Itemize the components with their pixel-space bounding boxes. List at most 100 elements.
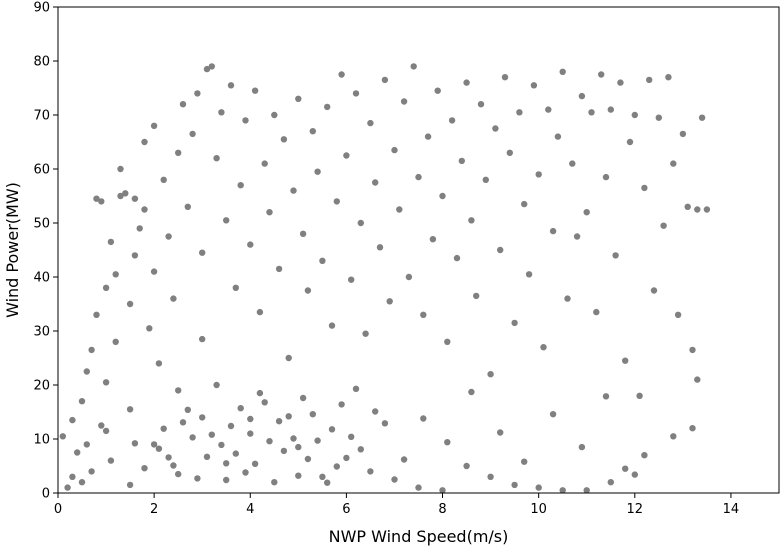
data-point [122, 190, 129, 197]
data-point [525, 271, 533, 278]
data-point [684, 203, 691, 210]
data-point [261, 399, 268, 406]
data-point [131, 440, 139, 447]
data-point [400, 98, 408, 105]
data-point [150, 122, 158, 129]
x-tick-label: 10 [530, 502, 547, 517]
data-point [372, 408, 379, 415]
data-point [78, 479, 86, 486]
data-point [213, 155, 220, 162]
data-point [573, 233, 581, 240]
data-point [386, 298, 393, 305]
x-tick-label: 12 [627, 502, 644, 517]
data-point [674, 311, 682, 318]
data-point [424, 133, 432, 140]
data-point [165, 233, 172, 240]
data-point [655, 114, 662, 121]
data-point [160, 425, 167, 432]
data-point [343, 454, 350, 462]
data-point [83, 368, 91, 375]
data-point [126, 300, 134, 308]
data-point [511, 319, 518, 327]
data-point [251, 460, 259, 467]
data-point [295, 472, 302, 479]
data-point [223, 217, 230, 224]
data-point [434, 87, 441, 94]
x-tick-label: 0 [54, 502, 62, 517]
data-point [405, 273, 413, 281]
data-point [175, 149, 182, 156]
data-point [83, 441, 91, 448]
data-point [175, 470, 182, 478]
data-point [194, 475, 201, 482]
data-point [223, 460, 230, 467]
data-point [694, 376, 701, 383]
data-point [333, 198, 340, 205]
data-point [227, 422, 235, 430]
data-point [482, 176, 489, 183]
data-point [357, 446, 364, 453]
data-point [439, 192, 446, 200]
data-point [439, 487, 446, 494]
data-point [102, 379, 110, 386]
y-tick-label: 20 [33, 379, 50, 394]
data-point [242, 469, 249, 476]
data-point [477, 101, 485, 108]
data-point [155, 360, 163, 367]
data-point [420, 415, 427, 422]
data-point [324, 103, 331, 111]
data-point [650, 287, 658, 294]
data-point [319, 257, 326, 264]
data-point [501, 74, 509, 81]
x-tick-label: 4 [246, 502, 254, 517]
data-point [256, 389, 264, 397]
x-tick-label: 14 [723, 502, 740, 517]
data-point [497, 246, 504, 254]
x-axis-ticks: 0 2 4 6 8 10 12 14 [54, 493, 739, 517]
data-point [328, 322, 336, 329]
data-point [554, 133, 562, 140]
data-point [516, 109, 523, 116]
data-point [309, 411, 316, 418]
data-point [636, 392, 643, 399]
data-point [357, 219, 364, 227]
data-point [549, 227, 557, 235]
data-point [530, 82, 538, 89]
data-point [160, 176, 167, 183]
data-point [74, 449, 81, 456]
data-point [646, 76, 653, 84]
data-point [199, 249, 206, 256]
data-point [578, 443, 586, 451]
data-point [665, 74, 672, 81]
data-point [295, 443, 302, 451]
data-point [607, 479, 614, 486]
data-point [203, 65, 211, 73]
data-point [420, 311, 427, 318]
data-point [511, 481, 518, 489]
data-point [338, 401, 345, 408]
y-tick-label: 30 [33, 325, 50, 340]
data-point [155, 445, 163, 452]
data-point [232, 284, 239, 291]
data-point [319, 473, 326, 480]
data-point [348, 433, 355, 440]
data-point [415, 173, 422, 181]
data-point [88, 346, 95, 354]
data-point [98, 198, 105, 205]
data-point [280, 136, 288, 143]
data-point [247, 241, 254, 248]
data-point [237, 405, 244, 412]
data-point [69, 473, 76, 480]
data-point [112, 338, 119, 345]
data-point [381, 76, 389, 84]
data-point [314, 437, 321, 444]
data-point [324, 479, 331, 486]
data-point [559, 487, 566, 494]
data-point [689, 425, 696, 432]
x-tick-label: 8 [438, 502, 446, 517]
data-point [203, 453, 211, 460]
data-point [232, 450, 239, 457]
data-point [107, 238, 115, 246]
data-point [208, 431, 215, 438]
data-point [146, 325, 153, 332]
